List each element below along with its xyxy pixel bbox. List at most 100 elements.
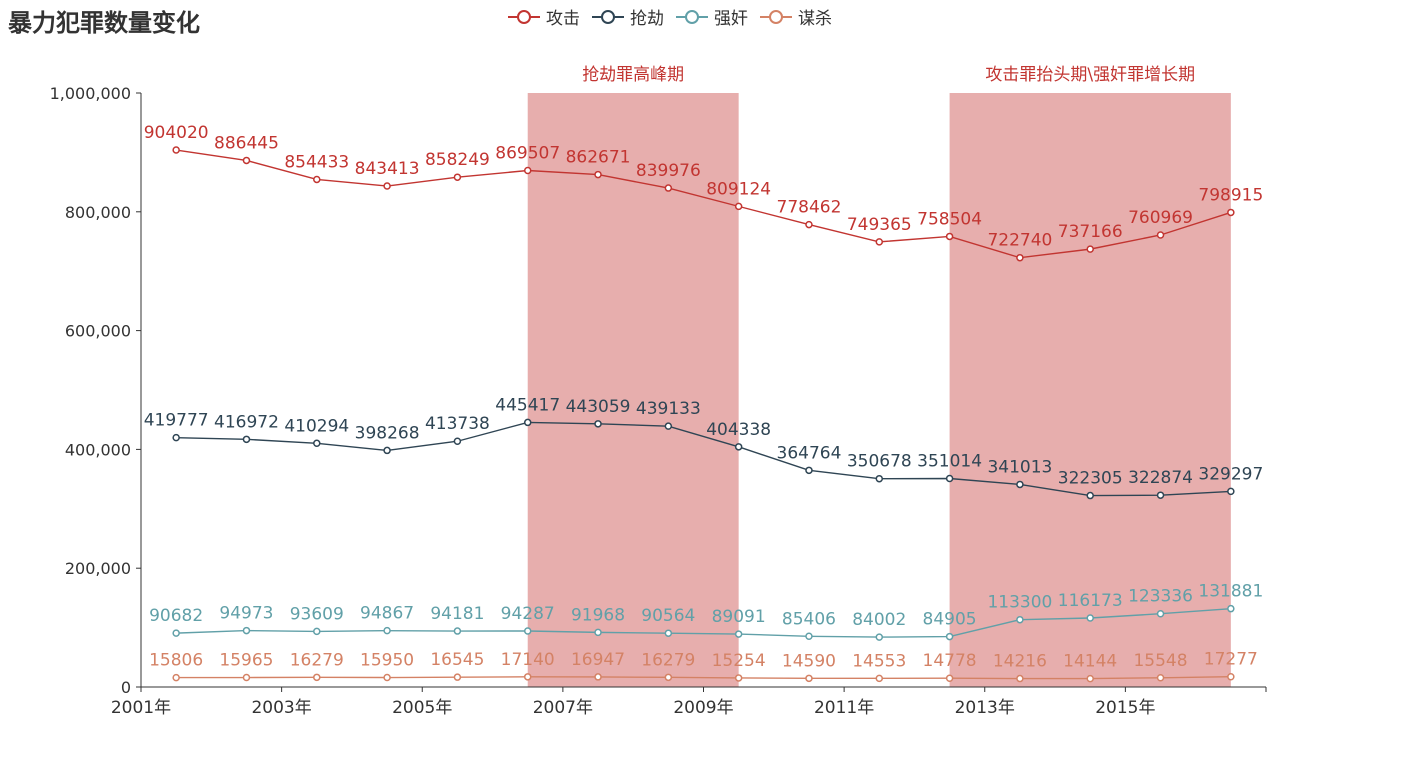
data-label: 14144: [1063, 652, 1117, 672]
legend-line-icon: [592, 9, 624, 24]
data-point: [1016, 480, 1024, 489]
data-point: [172, 146, 180, 154]
data-label: 758504: [917, 209, 982, 229]
data-point: [313, 175, 321, 184]
data-point: [242, 626, 251, 635]
data-point: [1086, 491, 1094, 500]
x-tick-label: 2007年: [533, 698, 593, 718]
legend-label: 抢劫: [630, 9, 664, 29]
data-point: [945, 674, 954, 682]
legend-item-assault[interactable]: 攻击: [508, 4, 580, 29]
data-label: 778462: [777, 198, 842, 218]
legend-item-rape[interactable]: 强奸: [676, 4, 748, 29]
data-point: [172, 673, 180, 682]
data-label: 15254: [712, 651, 766, 671]
data-point: [242, 673, 251, 682]
x-tick-label: 2009年: [673, 698, 733, 718]
data-point: [453, 173, 462, 181]
data-point: [734, 443, 743, 451]
x-tick-label: 2011年: [814, 698, 874, 718]
legend-line-icon: [508, 9, 540, 24]
data-label: 364764: [777, 443, 842, 463]
mark-area: [527, 93, 739, 687]
data-label: 89091: [712, 607, 766, 627]
y-tick-label: 1,000,000: [50, 84, 131, 103]
legend-item-robbery[interactable]: 抢劫: [592, 4, 664, 29]
data-point: [875, 633, 884, 641]
data-point: [313, 627, 321, 636]
data-label: 15806: [149, 651, 203, 671]
data-label: 17277: [1204, 650, 1258, 670]
data-point: [664, 422, 673, 430]
y-tick-label: 400,000: [65, 440, 131, 459]
data-label: 413738: [425, 414, 490, 434]
data-point: [453, 627, 462, 635]
y-tick-label: 200,000: [65, 559, 131, 578]
data-label: 416972: [214, 412, 279, 432]
chart-title: 暴力犯罪数量变化: [8, 9, 200, 37]
data-point: [1016, 674, 1024, 683]
legend-item-murder[interactable]: 谋杀: [760, 4, 832, 29]
data-label: 91968: [571, 605, 625, 625]
data-point: [453, 673, 462, 681]
data-label: 116173: [1058, 591, 1123, 611]
data-label: 737166: [1058, 222, 1123, 242]
data-point: [172, 629, 180, 637]
data-label: 131881: [1198, 582, 1263, 602]
data-label: 94287: [501, 604, 555, 624]
data-label: 341013: [987, 457, 1052, 477]
legend-label: 强奸: [714, 9, 748, 29]
data-point: [383, 626, 391, 635]
data-label: 886445: [214, 133, 279, 153]
data-point: [1086, 674, 1094, 683]
data-point: [1227, 208, 1235, 217]
data-point: [1156, 674, 1165, 682]
data-label: 843413: [355, 159, 420, 179]
data-point: [1227, 487, 1235, 496]
data-label: 839976: [636, 161, 701, 181]
data-label: 84002: [852, 610, 906, 630]
data-label: 404338: [706, 420, 771, 440]
data-point: [523, 166, 532, 175]
data-point: [1156, 231, 1165, 239]
data-point: [1156, 491, 1165, 499]
data-label: 16545: [430, 650, 484, 670]
y-tick-label: 0: [121, 678, 131, 697]
data-label: 14553: [852, 651, 906, 671]
data-label: 398268: [355, 423, 420, 443]
data-point: [805, 466, 813, 475]
data-label: 329297: [1198, 464, 1263, 484]
data-point: [1086, 245, 1094, 253]
data-point: [734, 674, 743, 682]
data-label: 90564: [641, 606, 695, 626]
data-label: 760969: [1128, 208, 1193, 228]
legend-label: 谋杀: [798, 9, 832, 29]
data-point: [664, 629, 673, 637]
data-label: 722740: [987, 231, 1052, 251]
data-label: 439133: [636, 399, 701, 419]
data-label: 445417: [495, 395, 560, 415]
legend-label: 攻击: [546, 9, 580, 29]
data-label: 85406: [782, 609, 836, 629]
data-label: 410294: [284, 416, 349, 436]
data-point: [594, 628, 602, 637]
x-tick-label: 2001年: [111, 698, 171, 718]
data-label: 15950: [360, 651, 414, 671]
data-point: [805, 632, 813, 641]
data-label: 84905: [923, 610, 977, 630]
data-label: 904020: [144, 123, 209, 143]
data-point: [1016, 615, 1024, 624]
data-label: 798915: [1198, 185, 1263, 205]
data-label: 113300: [987, 593, 1052, 613]
data-label: 15965: [219, 651, 273, 671]
data-point: [734, 202, 743, 211]
data-label: 809124: [706, 179, 771, 199]
data-point: [594, 673, 602, 681]
x-tick-label: 2005年: [392, 698, 452, 718]
data-point: [875, 474, 884, 483]
data-point: [1016, 253, 1024, 262]
data-point: [664, 184, 673, 192]
data-label: 419777: [144, 411, 209, 431]
data-label: 862671: [566, 148, 631, 168]
